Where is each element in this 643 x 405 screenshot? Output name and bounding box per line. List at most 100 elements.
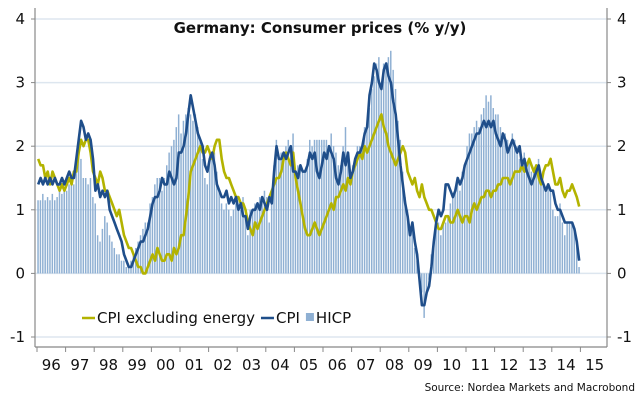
hicp-bar [359,146,361,274]
hicp-bar [571,222,573,274]
hicp-bar [225,203,228,274]
hicp-bar [289,146,292,274]
hicp-bar [401,171,404,274]
hicp-bar [473,127,475,274]
hicp-bar [502,133,504,274]
legend-label: HICP [316,309,351,327]
hicp-bar [125,267,127,274]
hicp-bar [268,222,270,274]
x-tick-label: 10 [442,356,461,374]
hicp-bar [163,178,166,274]
hicp-bar [556,216,559,274]
hicp-bar [349,184,351,274]
hicp-bar [575,241,578,274]
hicp-bar [392,69,394,274]
x-tick-label: 07 [356,356,375,374]
hicp-bar [537,158,540,274]
hicp-bar [456,184,459,274]
hicp-bar [137,241,139,274]
hicp-bar [566,222,568,274]
hicp-bar [354,158,356,274]
y-tick-label-left: 2 [15,137,25,155]
hicp-bar [425,273,428,293]
hicp-bar [266,197,268,274]
hicp-bar [158,178,161,274]
hicp-bar [394,88,397,274]
hicp-bar [363,127,366,274]
hicp-bar [94,203,96,274]
hicp-bar [535,165,537,274]
hicp-bar [108,235,111,274]
hicp-bar [378,57,380,274]
hicp-bar [497,114,499,274]
hicp-bar [564,235,566,274]
hicp-bar [499,127,502,274]
hicp-bar [440,235,442,274]
hicp-bar [428,273,430,280]
y-tick-label-left: 3 [15,74,25,92]
hicp-bar [77,152,80,274]
hicp-bar [416,260,418,274]
hicp-bar [521,158,523,274]
hicp-bar [70,178,73,274]
hicp-bar [466,146,468,274]
hicp-bar [92,197,94,274]
hicp-bar [351,165,354,274]
axes: -1 -10 01 12 23 34 496 97 98 99 00 01 02 03 04 05 06 07 08… [10,8,632,374]
hicp-bar [287,139,290,274]
hicp-bar [68,184,70,274]
hicp-bar [254,203,256,274]
hicp-bar [196,127,199,274]
hicp-bar [53,200,56,274]
hicp-bar [454,190,456,274]
hicp-bar [173,139,175,274]
hicp-bar [118,254,120,274]
hicp-bar [411,228,413,274]
y-tick-label-left: -1 [10,328,25,346]
hicp-bar [177,114,180,274]
hicp-bar [189,114,192,274]
hicp-bar [115,254,118,274]
hicp-bar [547,184,549,274]
y-tick-label-right: 4 [617,10,627,28]
y-tick-label-right: 2 [617,137,627,155]
legend: CPI excluding energy CPI HICP [82,309,351,327]
cpi-line [36,62,581,307]
hicp-bar [549,190,552,274]
hicp-bar [406,209,409,274]
legend-label: CPI [276,309,300,327]
x-tick-label: 12 [499,356,518,374]
y-tick-label-left: 1 [15,201,25,219]
hicp-bar [568,222,571,274]
hicp-bar [375,63,378,274]
hicp-bar [247,235,249,274]
hicp-bar [237,209,239,274]
hicp-bar [380,82,382,274]
hicp-bar [99,241,101,274]
hicp-bar [75,171,77,274]
hicp-bar [175,127,178,274]
legend-swatch-bar [305,313,314,321]
y-tick-label-left: 0 [15,264,25,282]
hicp-bar [146,222,149,274]
hicp-bar [120,260,123,274]
hicp-bar [204,178,206,274]
hicp-bar [292,133,294,274]
hicp-bar [285,146,287,274]
hicp-bar [528,158,530,274]
hicp-bar [104,216,106,274]
hicp-bar [382,63,385,274]
hicp-bar [297,165,299,274]
hicp-bar [151,197,154,274]
hicp-bar [525,165,528,274]
hicp-bar [320,139,323,274]
hicp-bar [449,203,452,274]
hicp-bar [208,152,211,274]
hicp-bar [242,197,244,274]
hicp-bar [313,139,316,274]
hicp-bar [154,184,156,274]
hicp-bar [201,158,204,274]
hicp-bar [56,197,58,274]
hicp-bar [258,197,261,274]
x-tick-label: 13 [528,356,547,374]
